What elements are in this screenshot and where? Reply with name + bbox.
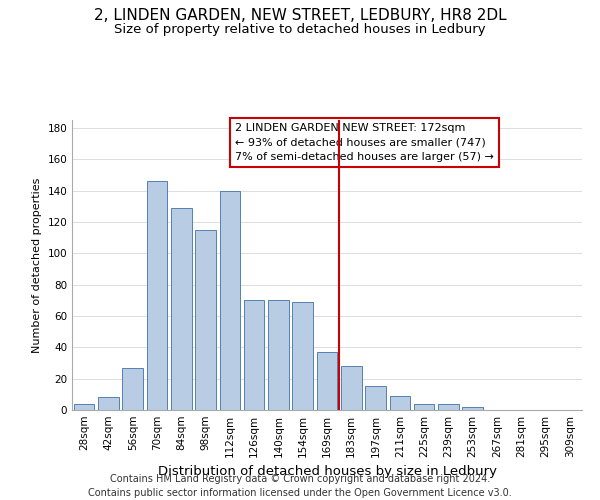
Bar <box>414 404 434 410</box>
Text: 2, LINDEN GARDEN, NEW STREET, LEDBURY, HR8 2DL: 2, LINDEN GARDEN, NEW STREET, LEDBURY, H… <box>94 8 506 22</box>
Bar <box>244 300 265 410</box>
Text: Contains HM Land Registry data © Crown copyright and database right 2024.
Contai: Contains HM Land Registry data © Crown c… <box>88 474 512 498</box>
Text: 2 LINDEN GARDEN NEW STREET: 172sqm
← 93% of detached houses are smaller (747)
7%: 2 LINDEN GARDEN NEW STREET: 172sqm ← 93%… <box>235 123 494 162</box>
Bar <box>292 302 313 410</box>
Bar <box>317 352 337 410</box>
Text: Size of property relative to detached houses in Ledbury: Size of property relative to detached ho… <box>114 22 486 36</box>
Y-axis label: Number of detached properties: Number of detached properties <box>32 178 42 352</box>
Bar <box>268 300 289 410</box>
Bar <box>98 398 119 410</box>
Bar <box>74 404 94 410</box>
Bar <box>122 368 143 410</box>
Bar <box>195 230 216 410</box>
Bar <box>341 366 362 410</box>
Bar <box>220 190 240 410</box>
Bar <box>438 404 459 410</box>
X-axis label: Distribution of detached houses by size in Ledbury: Distribution of detached houses by size … <box>157 466 497 478</box>
Bar <box>146 181 167 410</box>
Bar <box>365 386 386 410</box>
Bar <box>171 208 191 410</box>
Bar <box>463 407 483 410</box>
Bar <box>389 396 410 410</box>
